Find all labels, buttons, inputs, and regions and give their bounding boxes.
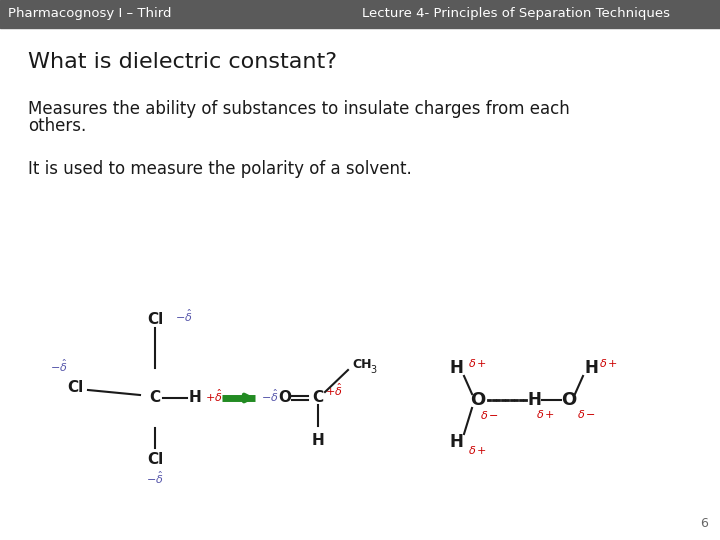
Text: Cl: Cl [147,313,163,327]
Text: $+\hat{\delta}$: $+\hat{\delta}$ [205,388,222,404]
Text: H: H [449,433,463,451]
Text: CH: CH [352,359,372,372]
Text: $-\hat{\delta}$: $-\hat{\delta}$ [146,470,164,486]
Text: H: H [584,359,598,377]
Text: H: H [189,390,202,406]
Text: Lecture 4- Principles of Separation Techniques: Lecture 4- Principles of Separation Tech… [362,8,670,21]
Text: $\delta+$: $\delta+$ [599,357,618,369]
Text: $-\hat{\delta}$: $-\hat{\delta}$ [175,308,193,324]
Text: others.: others. [28,117,86,135]
Text: O: O [562,391,577,409]
Text: $-\hat{\delta}$: $-\hat{\delta}$ [50,358,68,374]
Text: $\delta-$: $\delta-$ [577,408,596,420]
Text: H: H [527,391,541,409]
Text: C: C [312,390,323,406]
Text: What is dielectric constant?: What is dielectric constant? [28,52,337,72]
Text: H: H [449,359,463,377]
Text: O: O [470,391,485,409]
Text: $\delta+$: $\delta+$ [468,357,487,369]
Text: O: O [279,390,292,406]
Text: $\delta+$: $\delta+$ [536,408,555,420]
Text: $\delta-$: $\delta-$ [480,409,499,421]
Text: $\delta+$: $\delta+$ [468,444,487,456]
Text: 6: 6 [700,517,708,530]
Text: Cl: Cl [67,381,83,395]
Text: 3: 3 [370,365,376,375]
Text: It is used to measure the polarity of a solvent.: It is used to measure the polarity of a … [28,160,412,178]
Text: H: H [312,433,325,448]
Text: Pharmacognosy I – Third: Pharmacognosy I – Third [8,8,171,21]
Text: $+\hat{\delta}$: $+\hat{\delta}$ [325,382,343,398]
Text: $-\hat{\delta}$: $-\hat{\delta}$ [261,388,279,404]
Text: C: C [150,390,161,406]
Text: Measures the ability of substances to insulate charges from each: Measures the ability of substances to in… [28,100,570,118]
Text: Cl: Cl [147,453,163,468]
Bar [0,0,720,28]
